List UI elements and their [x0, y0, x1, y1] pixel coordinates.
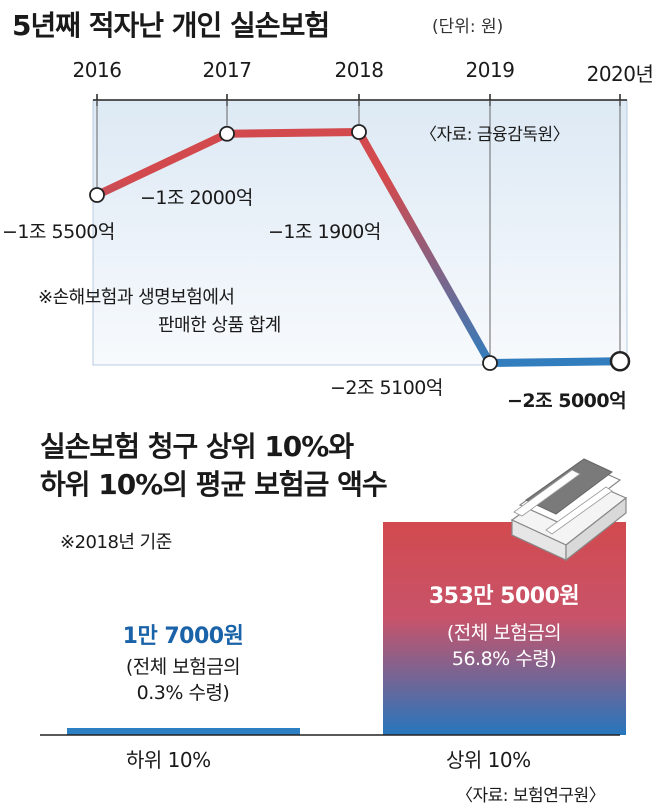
data-label: −1조 1900억: [268, 221, 381, 243]
bar: [67, 728, 300, 735]
x-tick-label: 2018: [334, 58, 384, 82]
note-line-2: 판매한 상품 합계: [158, 315, 281, 336]
category-label-lower: 하위 10%: [126, 748, 211, 772]
data-label: −1조 2000억: [140, 187, 253, 209]
bar-share-label: 0.3% 수령): [136, 682, 230, 704]
chart-panel: [92, 99, 628, 366]
data-point: [351, 124, 367, 140]
data-point: [609, 351, 631, 372]
bar-share-label: (전체 보험금의: [446, 622, 562, 644]
basis-note: ※2018년 기준: [60, 532, 172, 553]
data-label: −2조 5100억: [330, 377, 443, 399]
data-point: [482, 355, 498, 371]
source-label-top: 〈자료: 금융감독원〉: [420, 125, 570, 145]
bar-share-label: (전체 보험금의: [125, 656, 241, 678]
data-label: −2조 5000억: [507, 390, 627, 412]
x-tick-label: 2017: [202, 58, 252, 82]
money-stack-icon: [510, 458, 628, 562]
x-tick-label: 2019: [465, 58, 515, 82]
note-line-1: ※손해보험과 생명보험에서: [38, 287, 235, 308]
x-tick-label: 2020년: [586, 62, 654, 86]
series-line-segment: [93, 129, 231, 199]
bar-share-label: 56.8% 수령): [451, 648, 557, 670]
bar-value-label: 353만 5000원: [428, 584, 580, 609]
category-label-upper: 상위 10%: [446, 748, 531, 772]
series-line-segment: [486, 357, 624, 367]
bar-value-label: 1만 7000원: [122, 624, 244, 649]
source-label-bottom: 〈자료: 보험연구원〉: [456, 786, 606, 806]
series-line-segment: [355, 128, 494, 367]
x-tick-label: 2016: [72, 58, 122, 82]
data-point: [219, 125, 235, 142]
bar-chart-title-line-1: 실손보험 청구 상위 10%와: [40, 430, 354, 463]
bar: [383, 522, 626, 735]
bar-chart-title-line-2: 하위 10%의 평균 보험금 액수: [40, 468, 388, 501]
series-line-segment: [223, 128, 363, 138]
line-chart: [89, 94, 631, 372]
data-point: [89, 187, 105, 203]
data-label: −1조 5500억: [2, 221, 115, 243]
chart-title: 5년째 적자난 개인 실손보험: [12, 9, 330, 42]
unit-label: (단위: 원): [432, 17, 504, 37]
